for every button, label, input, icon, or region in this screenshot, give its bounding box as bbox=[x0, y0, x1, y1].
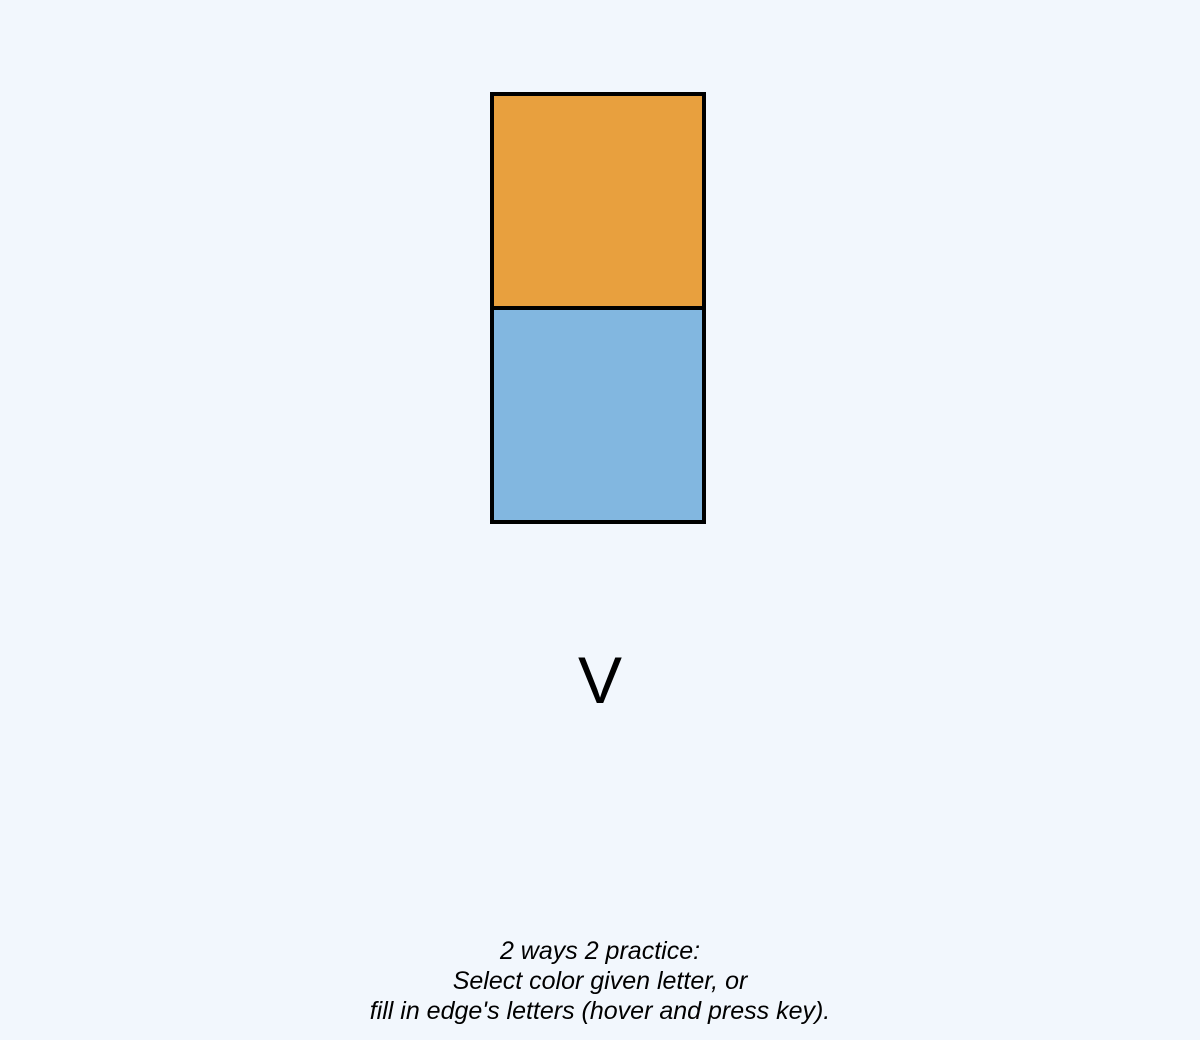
instructions-line-2: Select color given letter, or bbox=[452, 967, 748, 995]
instructions-line-1: 2 ways 2 practice: bbox=[499, 937, 701, 965]
prompt-letter: V bbox=[577, 643, 623, 717]
color-tile-stack bbox=[490, 92, 706, 524]
instructions: 2 ways 2 practice: Select color given le… bbox=[0, 936, 1200, 1026]
instructions-line-3: fill in edge's letters (hover and press … bbox=[369, 997, 831, 1025]
blue-color-tile[interactable] bbox=[490, 306, 706, 524]
orange-color-tile[interactable] bbox=[490, 92, 706, 310]
